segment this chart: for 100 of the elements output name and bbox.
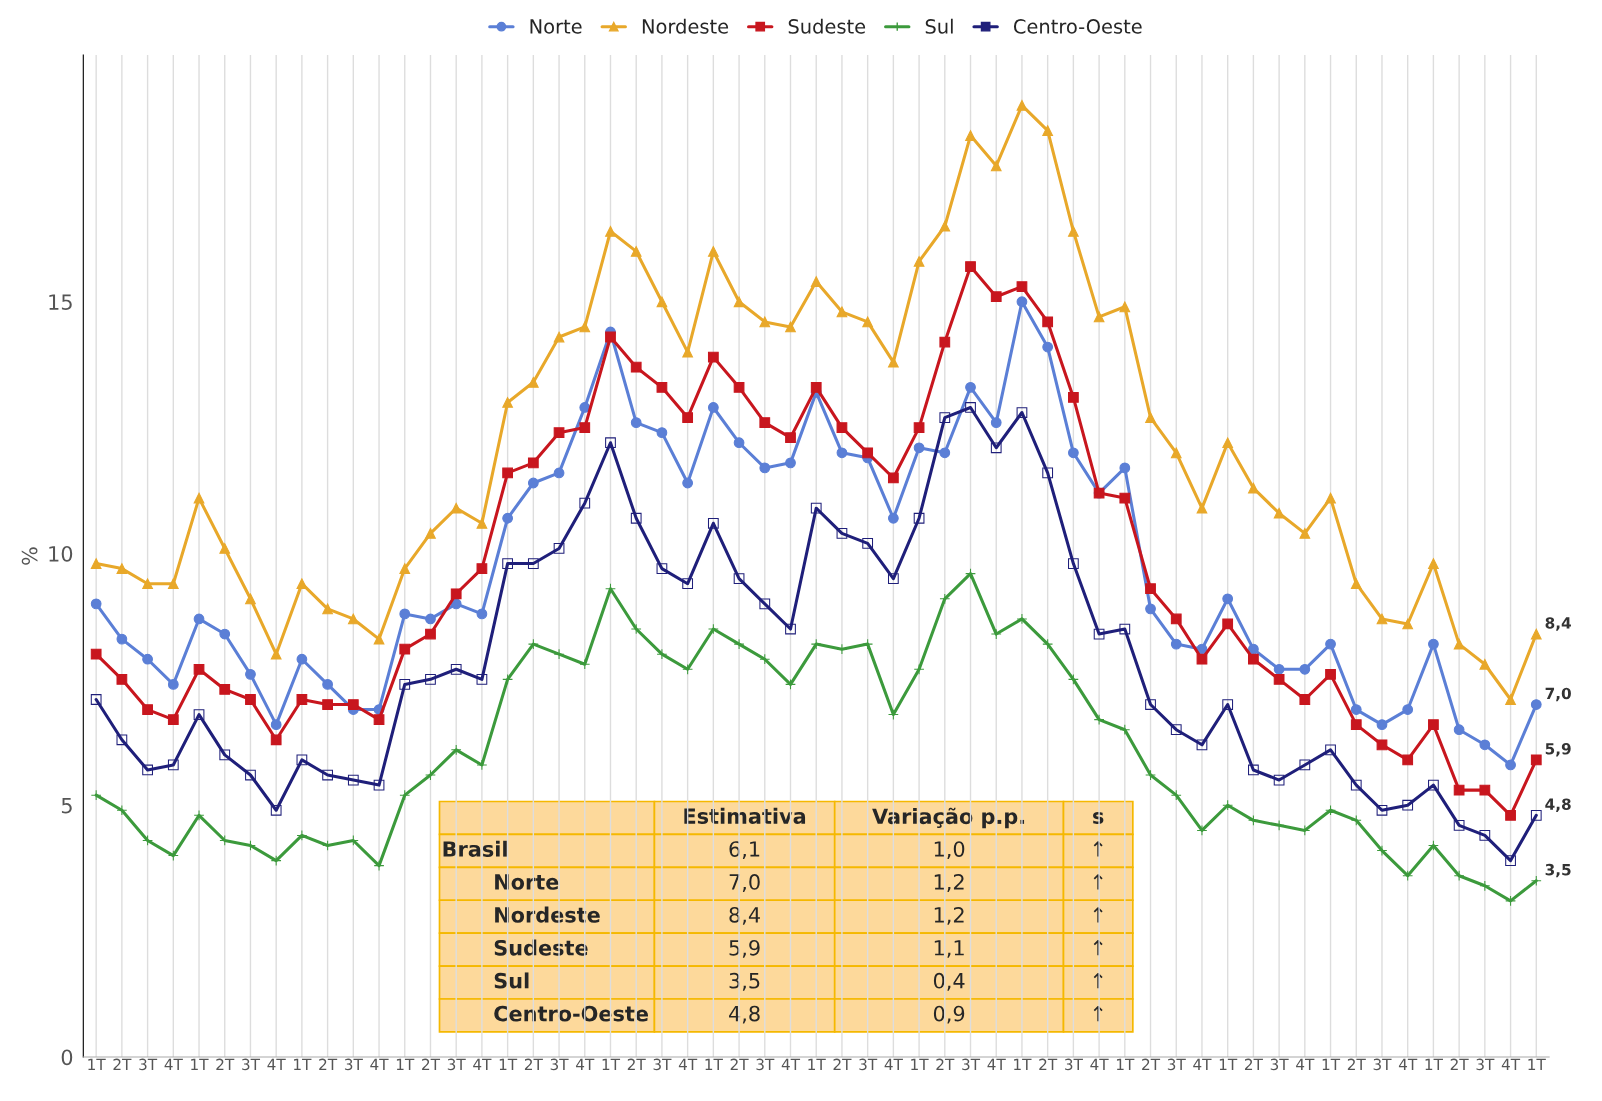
point	[399, 789, 411, 801]
point	[502, 558, 513, 569]
point	[476, 608, 488, 620]
point	[296, 694, 308, 705]
point	[1222, 437, 1234, 449]
point	[759, 598, 771, 610]
point	[682, 578, 694, 590]
point	[1428, 840, 1439, 851]
point	[656, 648, 668, 660]
point	[1350, 779, 1362, 791]
point	[1350, 814, 1362, 826]
x-tick-label: 3T	[242, 1058, 261, 1071]
legend-label: Sul	[925, 18, 953, 34]
point	[785, 432, 796, 444]
legend-label: Sudeste	[788, 18, 866, 34]
point	[579, 402, 591, 413]
point	[347, 774, 359, 786]
point	[1273, 774, 1285, 786]
data-label: 7,0	[1545, 687, 1571, 702]
point	[1042, 316, 1054, 328]
x-tick-label: 4T	[473, 1058, 492, 1070]
annotation: 5,9	[729, 939, 760, 958]
point	[1530, 754, 1542, 766]
x-tick-label: 1T	[294, 1058, 312, 1070]
point	[630, 361, 642, 373]
point	[116, 804, 128, 816]
point	[1479, 784, 1491, 796]
point	[1350, 719, 1362, 731]
point	[425, 527, 436, 539]
point	[810, 502, 822, 514]
y-tick-label: 10	[49, 545, 73, 562]
x-tick-label: 4T	[267, 1058, 286, 1070]
annotation: 1,2	[934, 906, 964, 925]
annotation: 4,8	[729, 1005, 760, 1024]
point	[913, 256, 925, 267]
point	[707, 246, 719, 257]
point	[707, 623, 719, 635]
annotation: 1,0	[934, 841, 965, 860]
annotation: Norte	[495, 874, 559, 890]
y-axis-title: %	[21, 547, 38, 565]
x-tick-label: 2T	[730, 1058, 749, 1070]
point	[990, 160, 1002, 172]
x-tick-label: 1T	[1014, 1058, 1032, 1070]
x-tick-label: 1T	[911, 1058, 929, 1070]
point	[965, 261, 976, 272]
point	[759, 653, 771, 665]
data-label: 5,9	[1545, 743, 1571, 757]
point	[450, 502, 462, 514]
point	[1248, 653, 1259, 665]
point	[90, 558, 102, 569]
point	[167, 850, 179, 861]
point	[502, 397, 513, 408]
point	[1273, 663, 1285, 675]
point	[759, 462, 771, 474]
point	[1505, 895, 1516, 907]
x-tick-label: 1T	[396, 1058, 415, 1070]
point	[425, 769, 436, 781]
point	[167, 759, 179, 771]
point	[1145, 603, 1156, 615]
point	[1196, 825, 1208, 836]
point	[1428, 779, 1439, 791]
x-tick-label: 3T	[139, 1058, 158, 1071]
point	[579, 422, 591, 433]
x-tick-label: 4T	[370, 1058, 389, 1070]
point	[270, 734, 282, 746]
point	[1248, 482, 1259, 494]
x-tick-label: 2T	[1142, 1058, 1161, 1070]
point	[245, 593, 256, 605]
point	[630, 246, 642, 257]
x-tick-label: 1T	[499, 1058, 518, 1070]
point	[167, 714, 179, 726]
point	[1530, 875, 1542, 887]
x-tick-label: 1T	[1116, 1058, 1135, 1070]
point	[90, 648, 102, 660]
annotation: Centro-Oeste	[494, 1005, 648, 1022]
point	[1479, 880, 1491, 892]
x-tick-label: 2T	[1347, 1058, 1366, 1070]
point	[1505, 694, 1516, 705]
point	[527, 638, 539, 650]
point	[733, 296, 745, 308]
point	[373, 860, 385, 872]
point	[502, 467, 513, 479]
point	[990, 291, 1002, 303]
point	[219, 749, 231, 761]
legend-label: Norte	[530, 19, 582, 34]
point	[527, 477, 539, 489]
point	[1505, 759, 1516, 771]
x-tick-label: 4T	[987, 1058, 1006, 1070]
point	[193, 709, 205, 720]
x-tick-label: 4T	[678, 1058, 698, 1070]
x-tick-label: 3T	[550, 1058, 569, 1071]
point	[887, 356, 899, 368]
data-label: 8,4	[1545, 617, 1571, 631]
point	[1376, 739, 1388, 751]
point	[862, 638, 874, 650]
x-tick-label: 3T	[1476, 1058, 1495, 1071]
point	[1145, 412, 1156, 423]
point	[116, 734, 128, 746]
point	[939, 447, 951, 459]
point	[1402, 799, 1414, 811]
